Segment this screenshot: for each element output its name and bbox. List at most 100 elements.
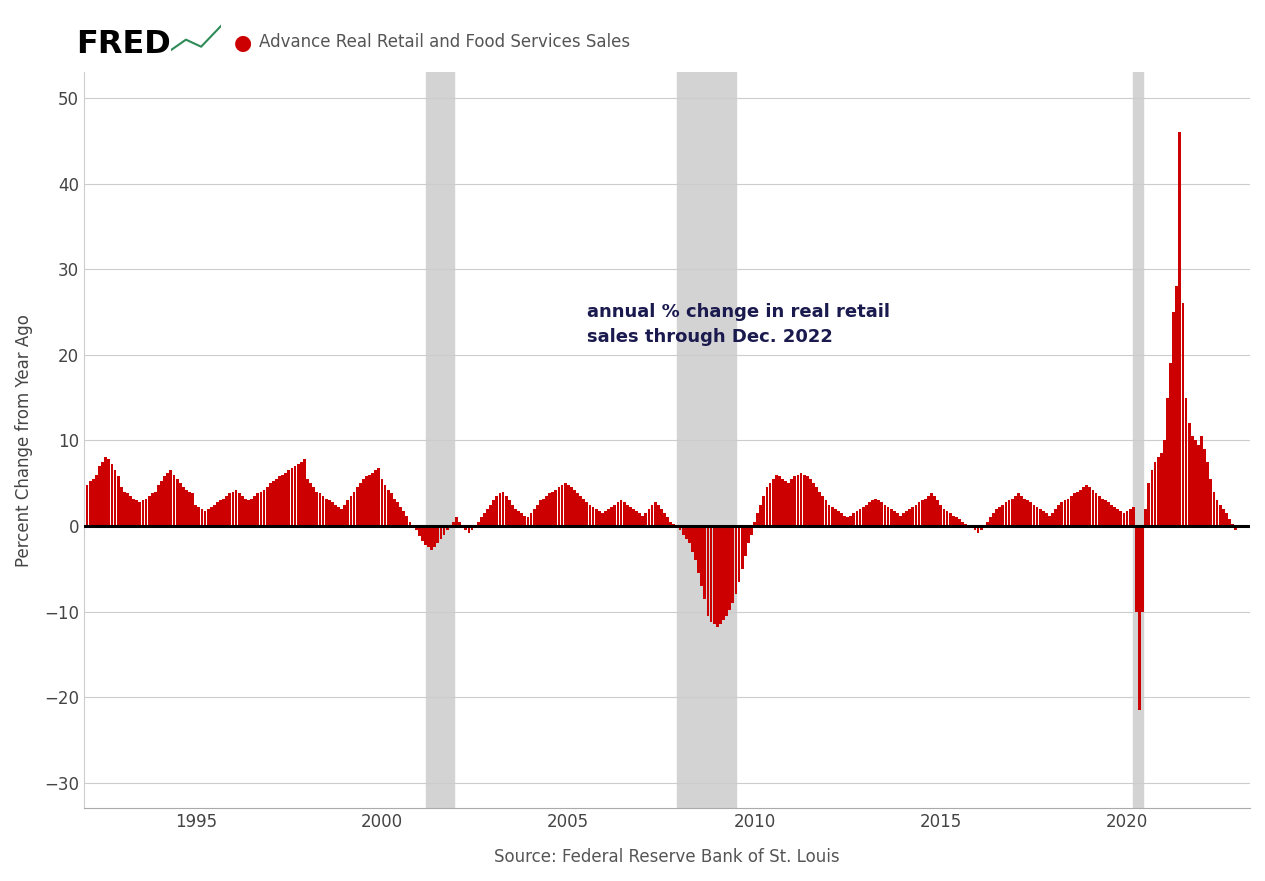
Bar [507,500,511,526]
Bar [930,493,932,526]
Bar [157,485,159,526]
Bar [560,485,563,526]
Bar [471,526,473,530]
Bar [951,515,955,526]
Bar [293,466,296,526]
Bar [825,500,827,526]
Bar [1120,511,1122,526]
Bar [304,459,306,526]
Bar [759,505,762,526]
Bar [855,511,859,526]
Text: Advance Real Retail and Food Services Sales: Advance Real Retail and Food Services Sa… [259,33,630,50]
Bar [353,492,355,526]
Bar [1200,436,1203,526]
Bar [874,499,877,526]
Bar [1008,500,1011,526]
Bar [927,496,930,526]
Bar [1058,505,1060,526]
Bar [719,526,722,625]
Bar [567,485,569,526]
Bar [455,517,458,526]
Bar [381,479,383,526]
Bar [167,473,170,526]
Bar [285,473,287,526]
Bar [185,490,187,526]
Bar [1133,72,1142,809]
Text: FRED: FRED [76,29,171,60]
Bar [287,470,290,526]
Bar [197,507,200,526]
Bar [746,526,750,543]
Bar [663,513,665,526]
Bar [486,509,490,526]
Bar [1207,462,1209,526]
Bar [564,483,567,526]
Bar [349,496,353,526]
Bar [650,505,654,526]
Bar [644,513,648,526]
Bar [272,481,275,526]
Bar [1092,490,1094,526]
Bar [428,526,430,547]
Bar [319,493,321,526]
Bar [595,509,597,526]
Bar [821,496,825,526]
Y-axis label: Percent Change from Year Ago: Percent Change from Year Ago [15,314,33,566]
Bar [1085,485,1088,526]
Bar [1175,286,1178,526]
Bar [834,509,836,526]
Bar [958,519,961,526]
Bar [1203,449,1206,526]
Bar [393,499,396,526]
Bar [548,493,552,526]
Bar [253,496,256,526]
Bar [605,511,607,526]
Bar [818,492,821,526]
Bar [142,500,144,526]
Bar [1216,500,1218,526]
Bar [82,496,85,526]
Bar [906,511,908,526]
Bar [434,526,436,547]
Bar [483,513,486,526]
Bar [1002,505,1004,526]
Bar [598,511,601,526]
Bar [505,496,507,526]
Bar [772,479,774,526]
Bar [1138,526,1141,710]
Bar [1070,496,1073,526]
Bar [477,522,479,526]
Bar [908,509,911,526]
Bar [576,493,579,526]
Bar [334,505,336,526]
Bar [735,526,737,595]
Bar [468,526,471,533]
Bar [520,513,524,526]
Bar [210,507,213,526]
Bar [362,479,364,526]
Bar [853,513,855,526]
Bar [120,487,123,526]
Bar [1036,507,1039,526]
Bar [923,499,927,526]
Bar [502,492,505,526]
Bar [161,481,163,526]
Bar [1051,513,1054,526]
Bar [417,526,421,537]
Bar [1054,509,1058,526]
Bar [1225,513,1228,526]
Bar [784,481,787,526]
Bar [1064,500,1066,526]
Bar [806,477,808,526]
Bar [110,464,114,526]
Bar [934,496,936,526]
Bar [406,515,409,526]
Bar [430,526,433,550]
Bar [425,72,454,809]
Bar [396,502,398,526]
Bar [1045,513,1047,526]
Bar [377,468,381,526]
Bar [669,522,672,526]
Bar [1188,423,1190,526]
Bar [872,500,874,526]
